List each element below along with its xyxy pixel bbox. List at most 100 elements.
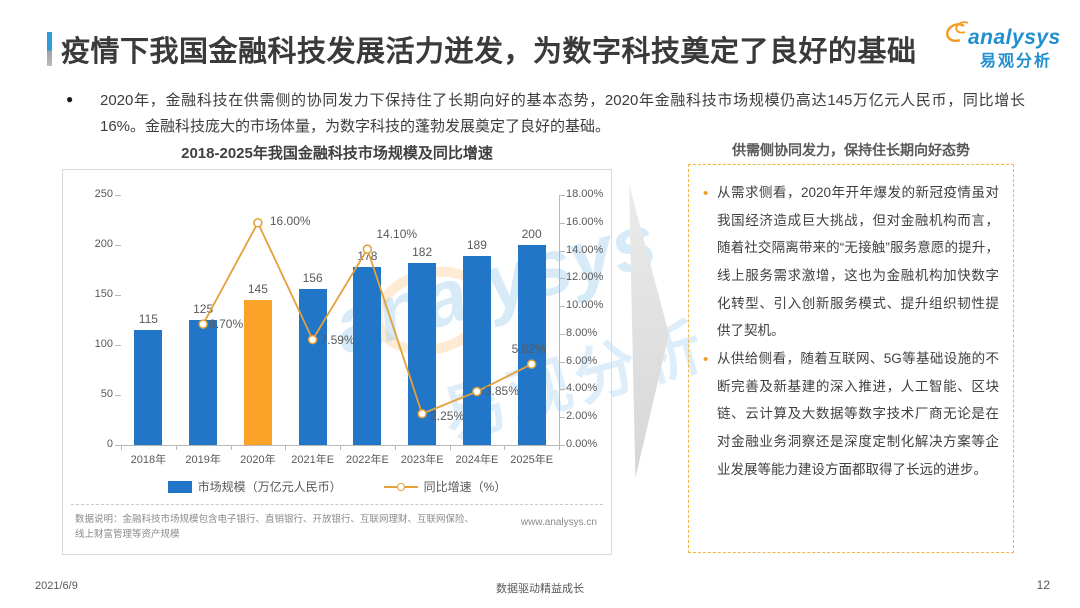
x-axis-tick-mark	[449, 445, 451, 450]
legend-bar-swatch	[167, 480, 192, 493]
right-axis-tick: 6.00%	[566, 354, 598, 367]
bar-value-label: 115	[138, 312, 158, 326]
x-axis-label: 2022年E	[345, 454, 389, 466]
lead-bullet-icon: ●	[66, 92, 74, 106]
right-axis-tick-mark	[559, 250, 565, 252]
chart-container: 115 125 145 156 178 182 189 200 8.70% 16.00% 7.59%…	[62, 169, 612, 555]
growth-point-label: 3.85%	[484, 383, 519, 398]
bar-2021年E	[298, 289, 327, 445]
growth-point-label: 2.25%	[430, 408, 465, 423]
bar-value-label: 178	[357, 249, 378, 263]
left-axis-tick-mark	[115, 395, 121, 396]
left-axis-tick: 200	[94, 238, 113, 250]
right-axis-tick: 12.00%	[566, 271, 604, 284]
legend-bar-label: 市场规模（万亿元人民币）	[197, 480, 342, 494]
right-axis-tick-mark	[559, 389, 565, 391]
growth-point-label: 5.82%	[511, 342, 546, 357]
growth-point-label: 8.70%	[209, 317, 244, 332]
bar-value-label: 189	[466, 238, 487, 252]
right-axis-line	[559, 195, 560, 445]
bar-2020年	[243, 300, 272, 445]
bar-2018年	[134, 330, 163, 445]
x-axis-tick-mark	[121, 445, 122, 450]
logo-brand-en: analysys	[968, 26, 1061, 49]
growth-point-label: 16.00%	[269, 213, 311, 228]
x-axis-tick-mark	[285, 445, 287, 450]
insight-item-demand: 从需求侧看，2020年开年爆发的新冠疫情虽对我国经济造成巨大挑战，但对金融机构而…	[701, 179, 999, 345]
x-axis-tick-mark	[394, 445, 396, 450]
flow-arrow-icon	[629, 184, 669, 478]
x-axis-tick-mark	[175, 445, 177, 450]
growth-point-label: 7.59%	[320, 332, 355, 347]
x-axis-label: 2019年	[185, 454, 221, 466]
chart-footnote-divider	[71, 504, 603, 505]
source-link[interactable]: www.analysys.cn	[520, 517, 597, 528]
right-axis-tick: 8.00%	[566, 326, 598, 339]
bar-2024年E	[462, 256, 491, 445]
left-axis-tick-mark	[115, 195, 121, 196]
right-axis-tick-mark	[559, 445, 565, 446]
x-axis-tick-mark	[504, 445, 506, 450]
insight-panel: 从需求侧看，2020年开年爆发的新冠疫情虽对我国经济造成巨大挑战，但对金融机构而…	[688, 164, 1014, 553]
insight-list: 从需求侧看，2020年开年爆发的新冠疫情虽对我国经济造成巨大挑战，但对金融机构而…	[701, 179, 999, 483]
left-axis-tick-mark	[115, 345, 121, 346]
footer-slogan: 数据驱动精益成长	[496, 583, 584, 595]
left-axis-tick: 50	[100, 388, 113, 400]
chart-footnote: 数据说明：金融科技市场规模包含电子银行、直销银行、开放银行、互联网理财、互联网保…	[75, 514, 475, 540]
right-axis-tick: 14.00%	[566, 243, 604, 256]
left-axis-tick: 100	[94, 338, 113, 350]
title-accent-bar	[47, 32, 52, 66]
x-axis-label: 2018年	[130, 454, 167, 466]
right-axis-tick-mark	[559, 361, 565, 363]
x-axis-tick-mark	[230, 445, 232, 450]
growth-point-label: 14.10%	[376, 227, 418, 242]
chart-legend: 市场规模（万亿元人民币） 同比增速（%）	[63, 478, 611, 495]
logo-swirl-icon	[946, 21, 969, 43]
x-axis-label: 2020年	[240, 454, 276, 466]
logo-brand-cn: 易观分析	[980, 53, 1053, 70]
bar-value-label: 182	[412, 245, 433, 259]
insight-item-supply: 从供给侧看，随着互联网、5G等基础设施的不断完善及新基建的深入推进，人工智能、区…	[701, 345, 999, 483]
legend-item-market-size: 市场规模（万亿元人民币）	[167, 478, 342, 495]
bar-2019年	[189, 320, 218, 445]
footer-date: 2021/6/9	[35, 580, 78, 592]
right-axis-tick-mark	[559, 195, 565, 196]
right-axis-tick-mark	[559, 417, 565, 419]
right-axis-tick: 2.00%	[566, 410, 598, 423]
footer-page-number: 12	[1036, 578, 1050, 592]
x-axis-line	[115, 445, 559, 446]
right-axis-tick: 4.00%	[566, 382, 598, 395]
bar-value-label: 200	[521, 227, 542, 241]
right-axis-tick: 18.00%	[566, 188, 604, 200]
x-axis-label: 2024年E	[455, 454, 499, 466]
analysys-logo: analysys 易观分析	[940, 14, 1068, 70]
bar-value-label: 145	[247, 282, 268, 296]
right-axis-tick-mark	[559, 278, 565, 280]
right-axis-tick: 10.00%	[566, 299, 604, 312]
bar-2022年E	[353, 267, 382, 445]
x-axis-label: 2021年E	[291, 454, 335, 466]
bar-value-label: 156	[302, 271, 323, 285]
bar-value-label: 125	[193, 302, 214, 316]
x-axis-tick-mark	[340, 445, 341, 450]
lead-paragraph: 2020年，金融科技在供需侧的协同发力下保持住了长期向好的基本态势，2020年金…	[100, 92, 1025, 135]
legend-line-label: 同比增速（%）	[423, 480, 507, 494]
right-axis-tick-mark	[559, 222, 565, 224]
legend-line-swatch	[383, 482, 418, 491]
panel-title: 供需侧协同发力，保持住长期向好态势	[732, 142, 970, 158]
left-axis-tick: 150	[94, 288, 113, 300]
right-axis-tick-mark	[559, 333, 565, 335]
x-axis-label: 2025年E	[510, 454, 554, 466]
left-axis-tick-mark	[115, 245, 121, 246]
growth-line	[198, 218, 537, 419]
left-axis-tick: 0	[106, 438, 113, 450]
chart-title: 2018-2025年我国金融科技市场规模及同比增速	[181, 145, 493, 162]
left-axis-tick: 250	[94, 188, 113, 200]
legend-item-growth-rate: 同比增速（%）	[383, 478, 507, 495]
x-axis-tick-mark	[559, 445, 560, 450]
right-axis-tick-mark	[559, 306, 565, 308]
left-axis-tick-mark	[115, 295, 121, 296]
x-axis-label: 2023年E	[400, 454, 444, 466]
chart-plot-area: 115 125 145 156 178 182 189 200 8.70% 16.00% 7.59%…	[121, 195, 559, 445]
